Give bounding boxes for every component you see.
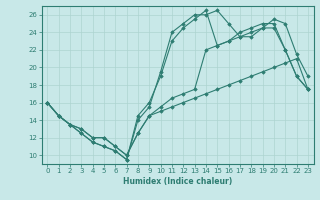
X-axis label: Humidex (Indice chaleur): Humidex (Indice chaleur): [123, 177, 232, 186]
